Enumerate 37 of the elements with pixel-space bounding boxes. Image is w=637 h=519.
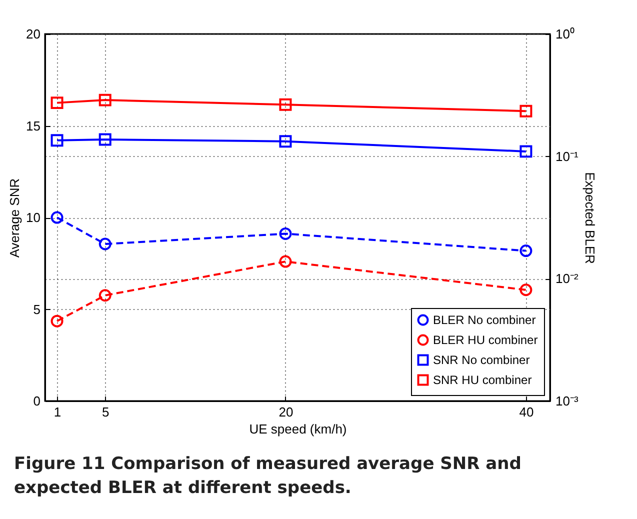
legend-label: BLER No combiner <box>433 313 536 327</box>
point <box>50 134 64 147</box>
point <box>520 104 532 118</box>
x-tick-label: 5 <box>102 404 110 420</box>
y2-tick-label: 10⁻¹ <box>556 148 579 164</box>
point <box>520 244 532 258</box>
point <box>279 227 292 240</box>
point <box>50 211 64 224</box>
point <box>98 238 112 250</box>
point <box>520 284 532 296</box>
x-tick-label: 20 <box>278 404 294 420</box>
x-tick-label: 40 <box>519 404 534 420</box>
y2-axis-title: Expected BLER <box>582 172 598 264</box>
point <box>98 289 112 302</box>
y-tick-label: 10 <box>26 210 40 225</box>
point <box>98 94 112 106</box>
point <box>279 135 292 148</box>
y-tick-label: 5 <box>33 302 40 317</box>
legend-label: SNR HU combiner <box>433 373 532 387</box>
legend-label: BLER HU combiner <box>433 333 538 347</box>
y-tick-label: 0 <box>33 394 40 408</box>
y-tick-label: 15 <box>26 118 40 134</box>
text: Figure 11 Comparison of measured average SNR and expected BLER at different speeds. <box>14 453 522 500</box>
point <box>279 255 292 268</box>
point <box>520 145 532 158</box>
point <box>98 133 112 146</box>
point <box>50 314 64 328</box>
point <box>50 96 64 110</box>
point <box>279 98 292 111</box>
y-tick-label: 20 <box>26 26 40 42</box>
y-axis-title: Average SNR <box>7 178 22 258</box>
x-tick-label: 1 <box>54 404 62 420</box>
y2-tick-label: 10⁻³ <box>556 394 579 408</box>
y2-tick-label: 10⁻² <box>556 271 579 286</box>
y2-tick-label: 10⁰ <box>556 26 575 42</box>
legend-label: SNR No combiner <box>433 353 530 367</box>
x-axis-title: UE speed (km/h) <box>249 422 347 436</box>
